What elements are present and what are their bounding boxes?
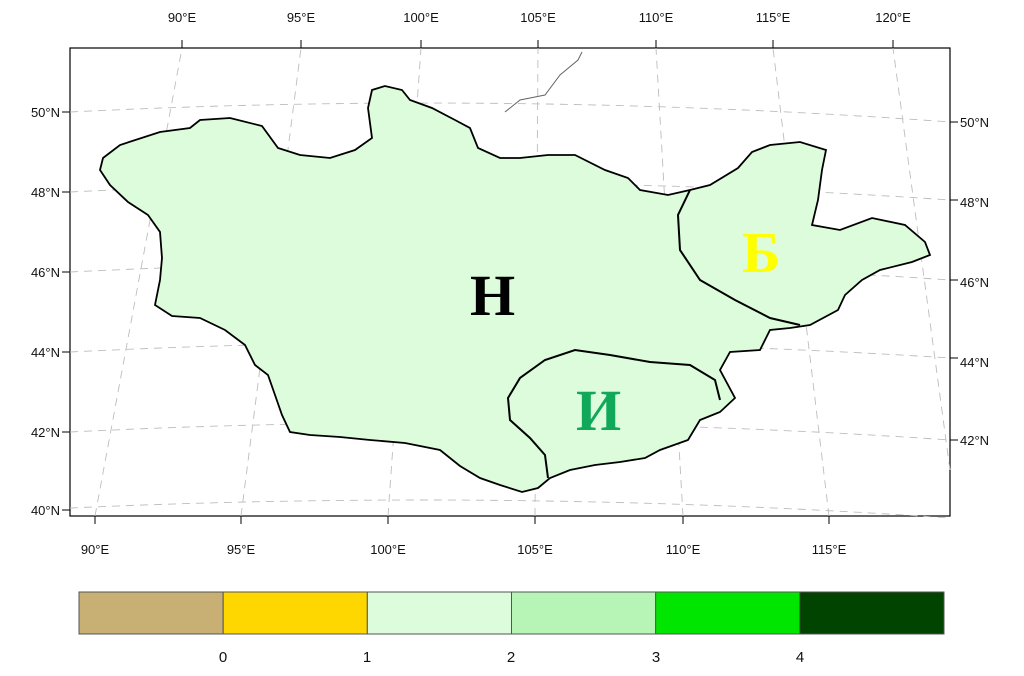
bottom-lon-label: 100°E bbox=[370, 542, 406, 557]
legend-label: 0 bbox=[219, 649, 227, 666]
top-lon-label: 100°E bbox=[403, 10, 439, 25]
legend-color-bar bbox=[78, 591, 945, 635]
bottom-lon-label: 95°E bbox=[227, 542, 256, 557]
top-lon-label: 105°E bbox=[520, 10, 556, 25]
top-lon-label: 115°E bbox=[756, 10, 791, 25]
right-lat-label: 44°N bbox=[960, 355, 989, 370]
bottom-lon-label: 90°E bbox=[81, 542, 110, 557]
bottom-lon-label: 110°E bbox=[666, 542, 701, 557]
left-lat-label: 40°N bbox=[31, 503, 60, 518]
legend-label: 2 bbox=[507, 649, 515, 666]
top-lon-label: 90°E bbox=[168, 10, 197, 25]
top-lon-ticks: 90°E 95°E 100°E 105°E 110°E 115°E 120°E bbox=[168, 10, 911, 48]
zone-boundary-south bbox=[506, 348, 721, 479]
legend-swatch bbox=[511, 591, 657, 635]
left-lat-label: 50°N bbox=[31, 105, 60, 120]
legend-label: 4 bbox=[796, 649, 804, 666]
legend-swatch bbox=[222, 591, 368, 635]
right-lat-label: 48°N bbox=[960, 195, 989, 210]
left-lat-label: 44°N bbox=[31, 345, 60, 360]
top-lon-label: 110°E bbox=[639, 10, 674, 25]
right-lat-label: 46°N bbox=[960, 275, 989, 290]
bottom-lon-label: 105°E bbox=[517, 542, 553, 557]
right-lat-label: 42°N bbox=[960, 433, 989, 448]
bottom-lon-label: 115°E bbox=[812, 542, 847, 557]
region-letter-b: Б bbox=[742, 220, 780, 285]
legend-swatch bbox=[78, 591, 224, 635]
left-lat-label: 46°N bbox=[31, 265, 60, 280]
left-lat-ticks: 40°N 42°N 44°N 46°N 48°N 50°N bbox=[31, 105, 70, 518]
right-lat-label: 50°N bbox=[960, 115, 989, 130]
neighbor-border-line bbox=[504, 51, 583, 113]
legend-labels: 0 1 2 3 4 bbox=[219, 649, 804, 666]
bottom-lon-ticks: 90°E 95°E 100°E 105°E 110°E 115°E bbox=[81, 516, 847, 557]
right-lat-ticks: 42°N 44°N 46°N 48°N 50°N bbox=[950, 115, 989, 448]
zone-boundary-east bbox=[676, 189, 801, 326]
legend-label: 3 bbox=[652, 649, 660, 666]
legend-swatch bbox=[799, 591, 945, 635]
legend-label: 1 bbox=[363, 649, 371, 666]
region-letter-i: И bbox=[576, 378, 621, 443]
top-lon-label: 120°E bbox=[875, 10, 911, 25]
left-lat-label: 42°N bbox=[31, 425, 60, 440]
legend-swatch bbox=[655, 591, 801, 635]
left-lat-label: 48°N bbox=[31, 185, 60, 200]
legend-swatch bbox=[366, 591, 513, 635]
region-letter-n: Н bbox=[470, 263, 515, 328]
top-lon-label: 95°E bbox=[287, 10, 316, 25]
